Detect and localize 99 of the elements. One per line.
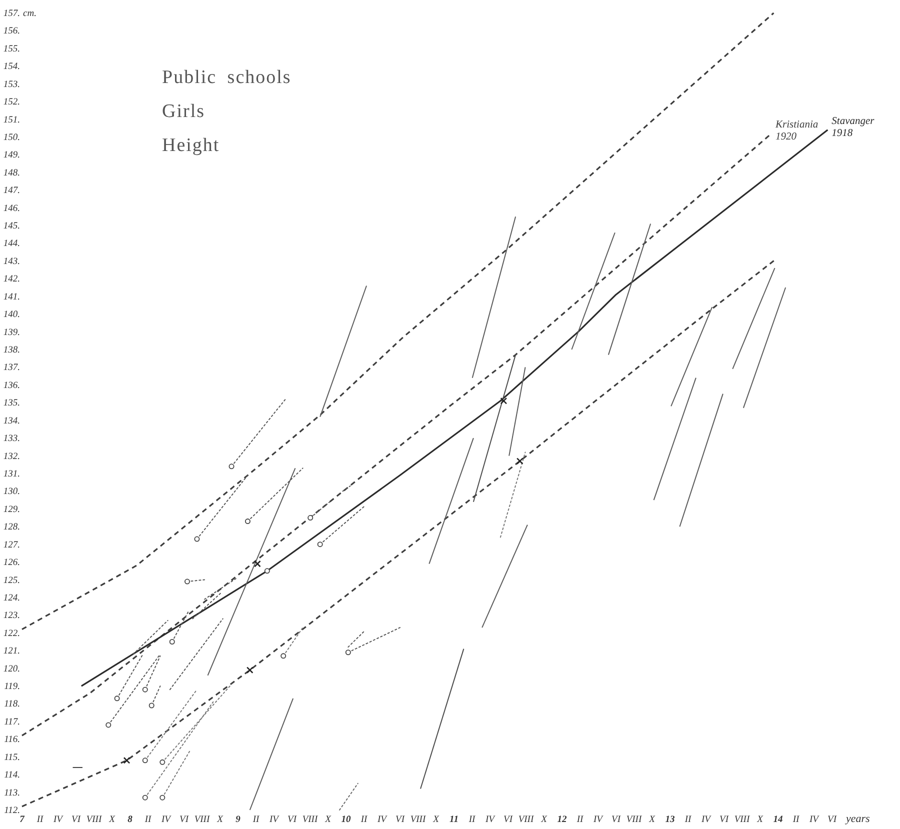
x-tick-label: VIII: [734, 815, 750, 825]
x-tick-label: VI: [72, 815, 82, 825]
x-tick-label: II: [144, 815, 152, 825]
x-tick-label: VI: [396, 815, 406, 825]
x-tick-label: IV: [268, 815, 280, 825]
y-tick-label: 115.: [4, 752, 20, 763]
x-tick-label: II: [792, 815, 800, 825]
y-tick-label: 154.: [3, 62, 20, 72]
y-tick-label: 142.: [3, 274, 20, 285]
y-tick-label: 128.: [3, 522, 20, 533]
y-tick-label: 120.: [3, 664, 20, 674]
y-tick-label: 122.: [3, 628, 20, 639]
y-tick-label: 117.: [4, 717, 20, 728]
y-tick-label: 134.: [3, 416, 20, 426]
annotation: Height: [162, 135, 220, 156]
text: Public schools: [162, 67, 292, 88]
x-tick-label: X: [648, 815, 656, 825]
series-label: Kristiania 1920: [774, 119, 821, 142]
x-tick-label: 9: [236, 815, 241, 825]
y-tick-label: 113.: [4, 788, 20, 798]
y-tick-label: 152.: [3, 98, 20, 108]
y-tick-label: 148.: [3, 168, 20, 178]
x-tick-label: VIII: [194, 815, 210, 825]
y-tick-label: 146.: [3, 204, 20, 214]
x-tick-label: X: [432, 815, 440, 825]
y-tick-label: 141.: [3, 292, 20, 302]
y-tick-label: 116.: [4, 735, 20, 746]
y-axis-title: cm.: [23, 9, 36, 19]
x-tick-label: X: [108, 815, 116, 825]
x-tick-label: II: [468, 815, 476, 825]
x-tick-label: II: [576, 815, 584, 825]
x-tick-label: 14: [773, 815, 783, 825]
x-tick-label: 12: [557, 815, 567, 825]
y-tick-label: 127.: [3, 540, 20, 550]
y-tick-label: 157.: [3, 9, 20, 19]
x-tick-label: II: [684, 815, 692, 825]
y-tick-label: 123.: [3, 611, 20, 622]
y-tick-label: 125.: [3, 576, 20, 586]
y-tick-label: 150.: [3, 132, 20, 143]
y-tick-label: 133.: [3, 434, 20, 444]
y-tick-label: 136.: [3, 380, 20, 391]
x-tick-label: X: [756, 815, 764, 825]
y-tick-label: 151.: [3, 115, 20, 126]
x-tick-label: VIII: [626, 815, 642, 825]
y-tick-label: 144.: [3, 239, 20, 250]
x-tick-label: IV: [592, 815, 604, 825]
y-tick-label: 118.: [4, 700, 20, 710]
y-tick-label: 132.: [3, 452, 20, 462]
y-tick-label: 126.: [3, 558, 20, 568]
x-tick-label: VI: [180, 815, 190, 825]
x-tick-label: VI: [504, 815, 514, 825]
x-axis-title: years: [845, 813, 870, 825]
y-tick-label: 149.: [3, 150, 20, 161]
text: Girls: [162, 101, 205, 122]
x-tick-label: VI: [828, 815, 838, 825]
x-tick-label: IV: [160, 815, 172, 825]
x-tick-label: 7: [20, 815, 26, 825]
y-tick-label: 130.: [3, 487, 20, 498]
x-tick-label: IV: [52, 815, 64, 825]
y-tick-label: 129.: [3, 504, 20, 515]
y-tick-label: 137.: [3, 363, 20, 374]
y-tick-label: 143.: [3, 256, 20, 267]
x-tick-label: VIII: [86, 815, 102, 825]
x-tick-label: X: [540, 815, 548, 825]
y-tick-label: 124.: [3, 593, 20, 604]
y-tick-label: 119.: [4, 682, 20, 692]
x-tick-label: VI: [612, 815, 622, 825]
x-tick-label: VIII: [410, 815, 426, 825]
y-tick-label: 131.: [3, 469, 20, 480]
x-tick-label: IV: [376, 815, 388, 825]
x-tick-label: VIII: [302, 815, 318, 825]
y-tick-label: 139.: [3, 328, 20, 338]
y-tick-label: 153.: [3, 80, 20, 90]
x-tick-label: VIII: [518, 815, 534, 825]
x-tick-label: IV: [808, 815, 820, 825]
y-tick-label: 135.: [3, 398, 20, 409]
x-tick-label: IV: [484, 815, 496, 825]
x-tick-label: II: [360, 815, 368, 825]
y-tick-label: 114.: [4, 770, 20, 781]
series-label: Stavanger 1918: [832, 116, 877, 139]
y-tick-label: 145.: [3, 222, 20, 232]
y-tick-label: 112.: [4, 806, 20, 816]
x-tick-label: X: [324, 815, 332, 825]
x-tick-label: X: [216, 815, 224, 825]
y-tick-label: 138.: [3, 346, 20, 356]
x-tick-label: 13: [665, 815, 675, 825]
x-tick-label: II: [252, 815, 260, 825]
y-tick-label: 155.: [3, 44, 20, 54]
y-tick-label: 156.: [3, 26, 20, 37]
x-tick-label: 10: [341, 815, 351, 825]
y-tick-label: 140.: [3, 310, 20, 320]
y-tick-label: 147.: [3, 186, 20, 196]
x-tick-label: 8: [128, 815, 133, 825]
x-tick-label: 11: [450, 815, 458, 825]
x-tick-label: IV: [700, 815, 712, 825]
x-tick-label: II: [36, 815, 44, 825]
x-tick-label: VI: [288, 815, 298, 825]
x-tick-label: VI: [720, 815, 730, 825]
y-tick-label: 121.: [3, 646, 20, 657]
